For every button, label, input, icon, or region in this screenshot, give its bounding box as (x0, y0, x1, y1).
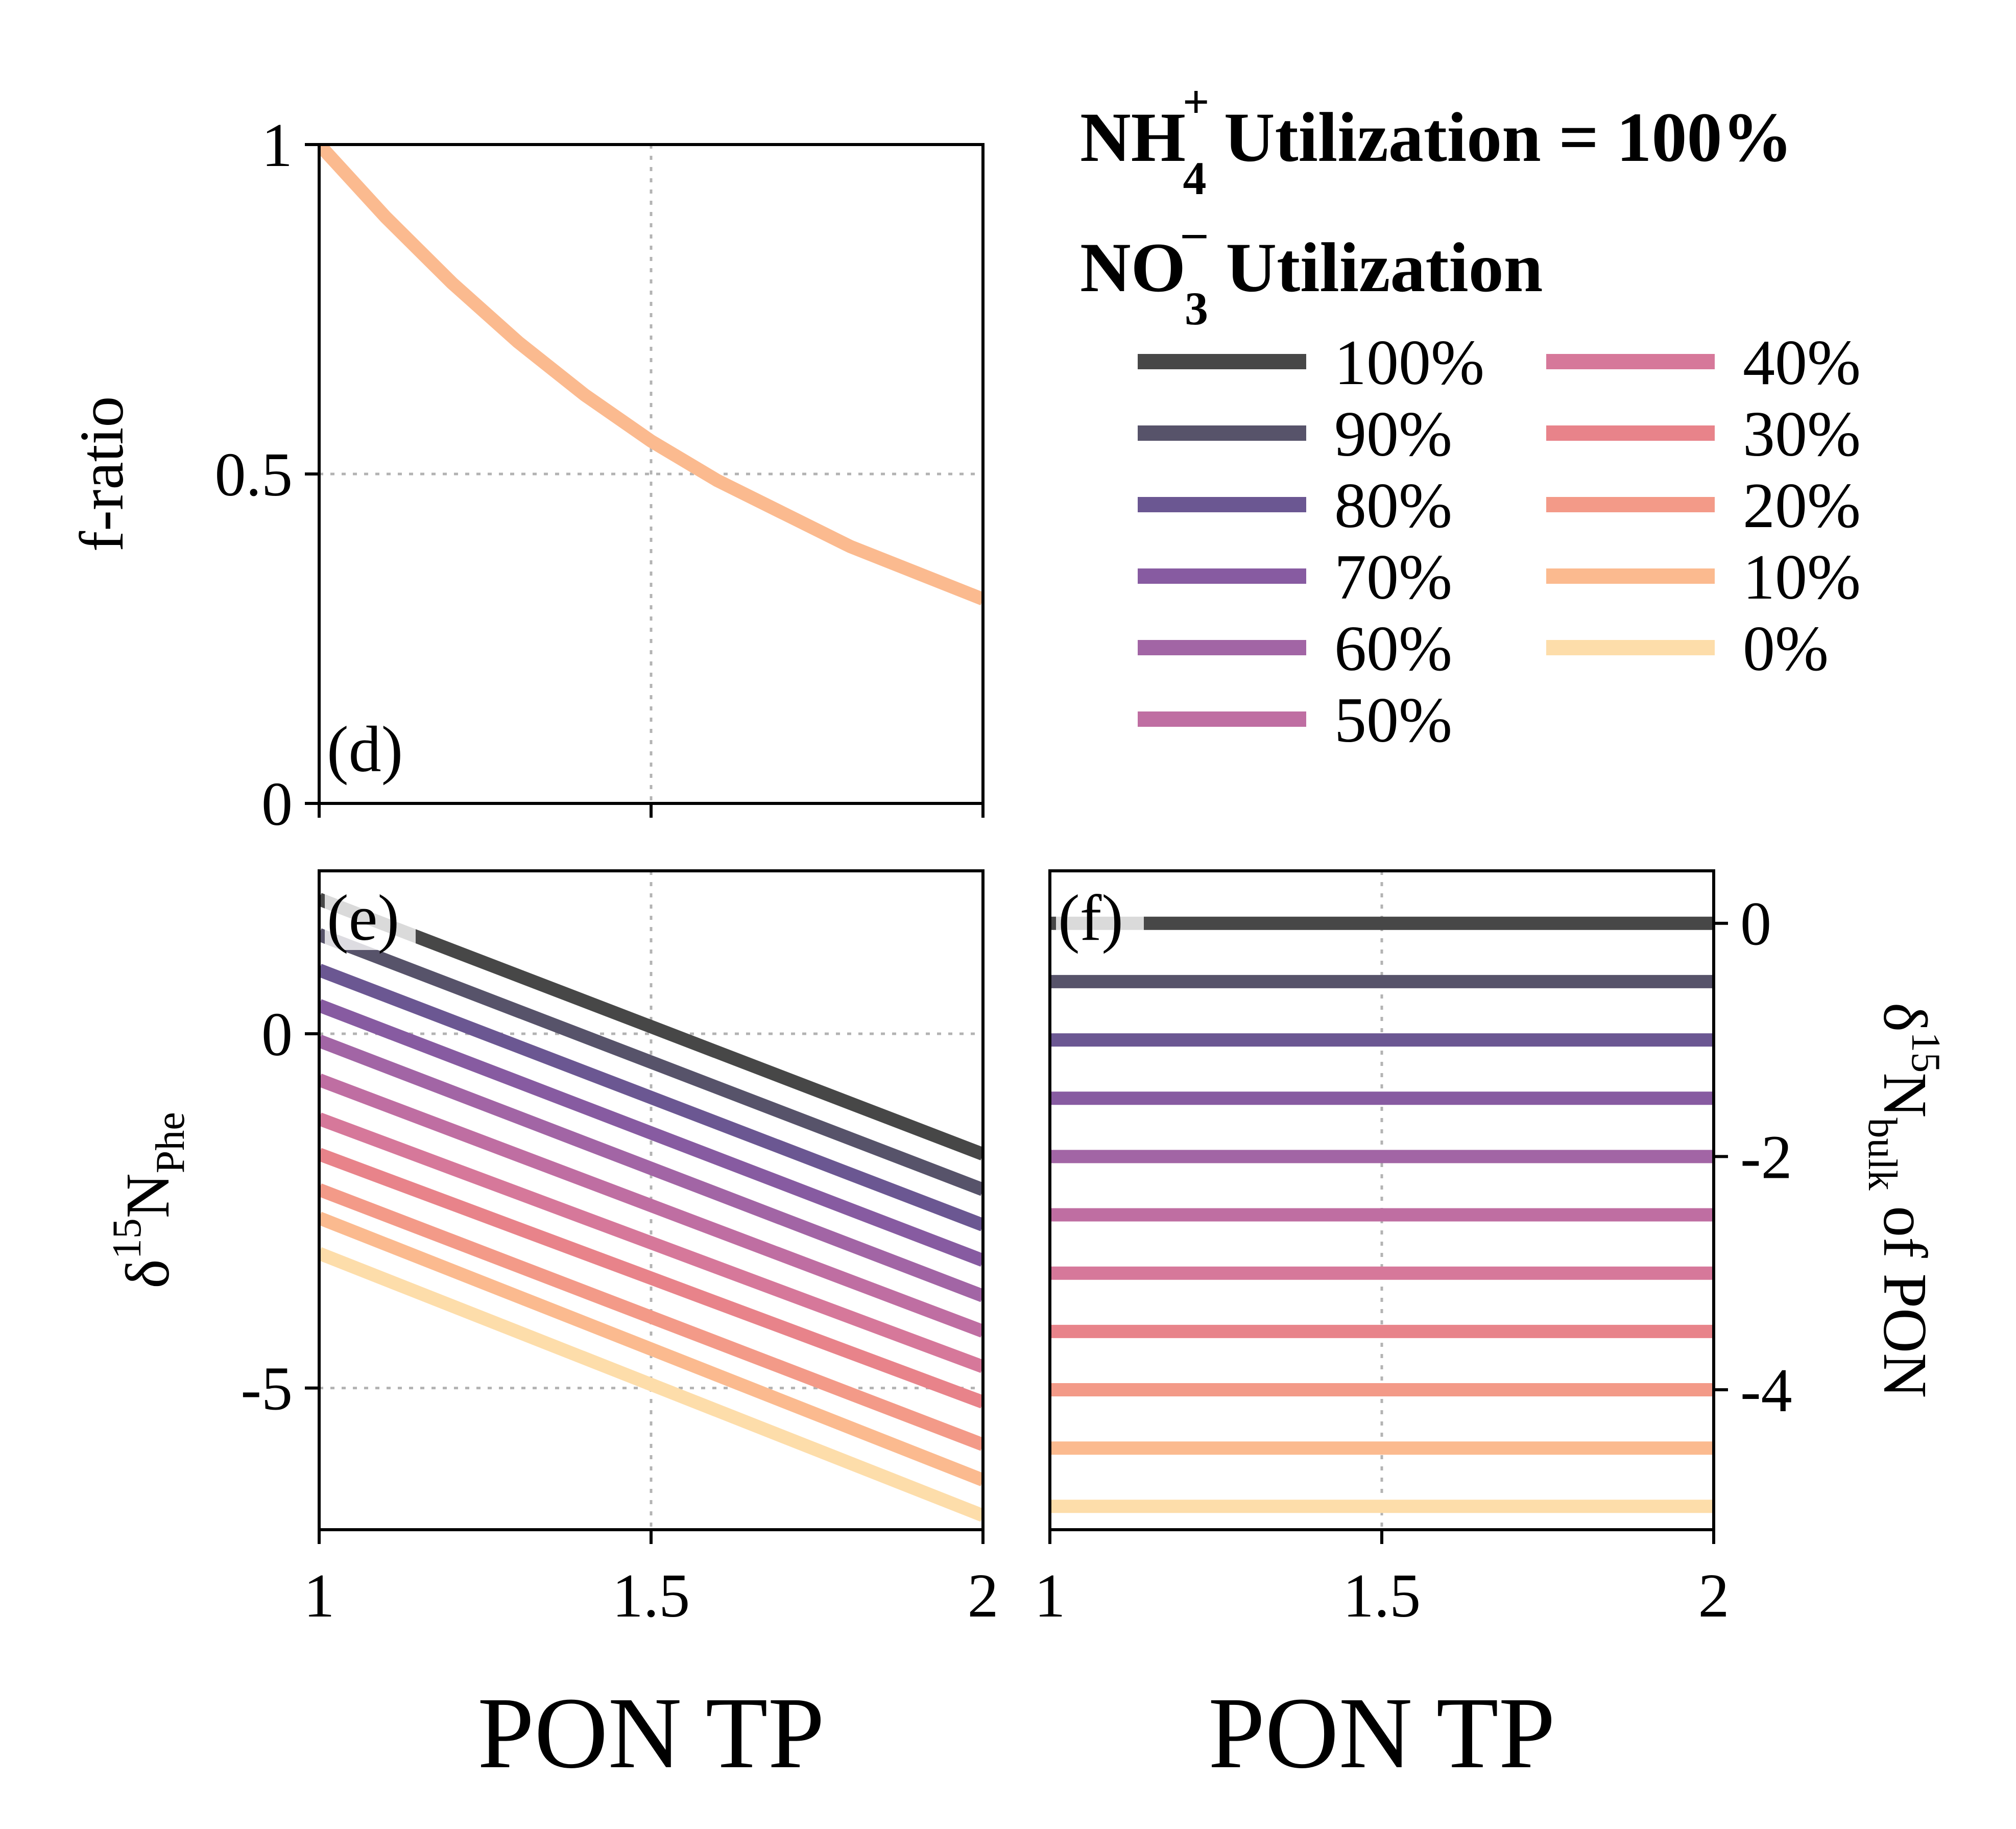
panel-e-series-0pct (319, 1247, 983, 1522)
panel-e-series-90pct (319, 928, 983, 1196)
legend-entries: 100%90%80%70%60%50% 40%30%20%10%0% (1138, 327, 1861, 756)
panel-f-series (1050, 916, 1714, 1513)
panel-e-ylabel: δ15NPhe (105, 1112, 193, 1289)
panel-e-d15n-phe: 1 1.5 2 0 -5 (e) PON TP δ15NPhe (105, 869, 999, 1790)
legend-title-no3-sup: – (1182, 206, 1207, 258)
panel-d-ytick-label-2: 1 (261, 111, 293, 180)
legend-label-100pct: 100% (1334, 327, 1484, 398)
legend-title-no3-suffix: Utilization (1208, 228, 1543, 306)
legend-label-80pct: 80% (1334, 470, 1452, 541)
legend-title-nh4-sub: 4 (1183, 152, 1206, 204)
panel-d-ticks: 00.51 (215, 111, 985, 839)
panel-f-xtick-label-0: 1 (1035, 1561, 1066, 1630)
panel-d-ytick-label-1: 0.5 (215, 440, 293, 509)
panel-e-ticks: 1 1.5 2 0 -5 (241, 1000, 998, 1630)
legend-label-10pct: 10% (1743, 542, 1861, 613)
panel-f-ylabel-sup: 15 (1903, 1032, 1948, 1073)
legend-title-nh4-prefix: NH (1080, 98, 1186, 176)
panel-d-series-0 (319, 145, 983, 606)
panel-f-ylabel-rest: of PON (1870, 1191, 1939, 1398)
panel-e-ytick-label-0: 0 (261, 1000, 293, 1069)
panel-d-series (319, 145, 983, 606)
legend-label-60pct: 60% (1334, 613, 1452, 684)
panel-e-ylabel-n: N (113, 1173, 182, 1218)
panel-e-series-70pct (319, 999, 983, 1267)
legend-title-no3-sub: 3 (1185, 282, 1208, 335)
panel-f-ylabel: δ15Nbulk of PON (1860, 1003, 1948, 1398)
legend-label-50pct: 50% (1334, 685, 1452, 756)
panel-f-label-box (1056, 884, 1144, 950)
panel-d-f-ratio: 00.51 (d) f-ratio (67, 111, 985, 839)
legend-label-90pct: 90% (1334, 399, 1452, 470)
panel-f-xlabel: PON TP (1208, 1677, 1555, 1790)
panel-f-d15n-bulk: 1 1.5 2 0 -2 -4 (f) PON TP δ15Nbulk of PON (1035, 869, 1948, 1790)
panel-f-ytick-label-2: -4 (1740, 1356, 1792, 1425)
panel-f-ylabel-n: N (1870, 1073, 1939, 1118)
legend-title-nh4: NH+ 4 Utilization = 100% (1080, 76, 1793, 204)
panel-f-ylabel-sub: bulk (1860, 1118, 1905, 1190)
legend-label-0pct: 0% (1743, 613, 1829, 684)
panel-e-ytick-label-1: -5 (241, 1355, 293, 1423)
panel-e-series (319, 893, 983, 1522)
panel-e-series-60pct (319, 1034, 983, 1302)
panel-e-xtick-label-1: 1.5 (612, 1561, 690, 1630)
panel-e-series-100pct (319, 893, 983, 1160)
legend-title-no3-prefix: NO (1080, 228, 1186, 306)
panel-f-xtick-label-2: 2 (1698, 1561, 1730, 1630)
legend-title-nh4-suffix: Utilization = 100% (1206, 98, 1792, 176)
panel-e-series-80pct (319, 964, 983, 1231)
panel-e-series-20pct (319, 1183, 983, 1451)
panel-e-series-40pct (319, 1112, 983, 1373)
legend-label-20pct: 20% (1743, 470, 1861, 541)
panel-e-xlabel: PON TP (477, 1677, 825, 1790)
panel-e-series-50pct (319, 1074, 983, 1338)
panel-d-ylabel: f-ratio (67, 396, 136, 552)
panel-f-grid (1048, 871, 1715, 1530)
panel-e-xtick-label-0: 1 (304, 1561, 335, 1630)
panel-f-ytick-label-0: 0 (1740, 890, 1771, 959)
legend: NH+ 4 Utilization = 100% NO– 3 Utilization… (1080, 76, 1861, 756)
legend-title-nh4-sup: + (1183, 76, 1209, 128)
panel-f-ylabel-delta: δ (1870, 1003, 1939, 1032)
panel-d-ytick-label-0: 0 (261, 770, 293, 839)
panel-f-ticks: 1 1.5 2 0 -2 -4 (1035, 890, 1792, 1630)
legend-title-no3: NO– 3 Utilization (1080, 206, 1543, 335)
panel-e-label: (e) (327, 882, 399, 954)
panel-e-xtick-label-2: 2 (968, 1561, 999, 1630)
panel-e-ylabel-delta: δ (113, 1259, 182, 1289)
legend-label-40pct: 40% (1743, 327, 1861, 398)
legend-label-30pct: 30% (1743, 399, 1861, 470)
panel-e-series-10pct (319, 1212, 983, 1486)
panel-e-ylabel-sub: Phe (148, 1112, 193, 1173)
panel-e-ylabel-sup: 15 (105, 1218, 150, 1259)
legend-label-70pct: 70% (1334, 542, 1452, 613)
panel-d-label: (d) (327, 713, 403, 786)
panel-f-ytick-label-1: -2 (1740, 1123, 1792, 1192)
panel-f-label: (f) (1058, 882, 1123, 954)
panel-e-label-box (325, 884, 416, 950)
panel-e-series-30pct (319, 1148, 983, 1409)
panel-f-xtick-label-1: 1.5 (1343, 1561, 1421, 1630)
